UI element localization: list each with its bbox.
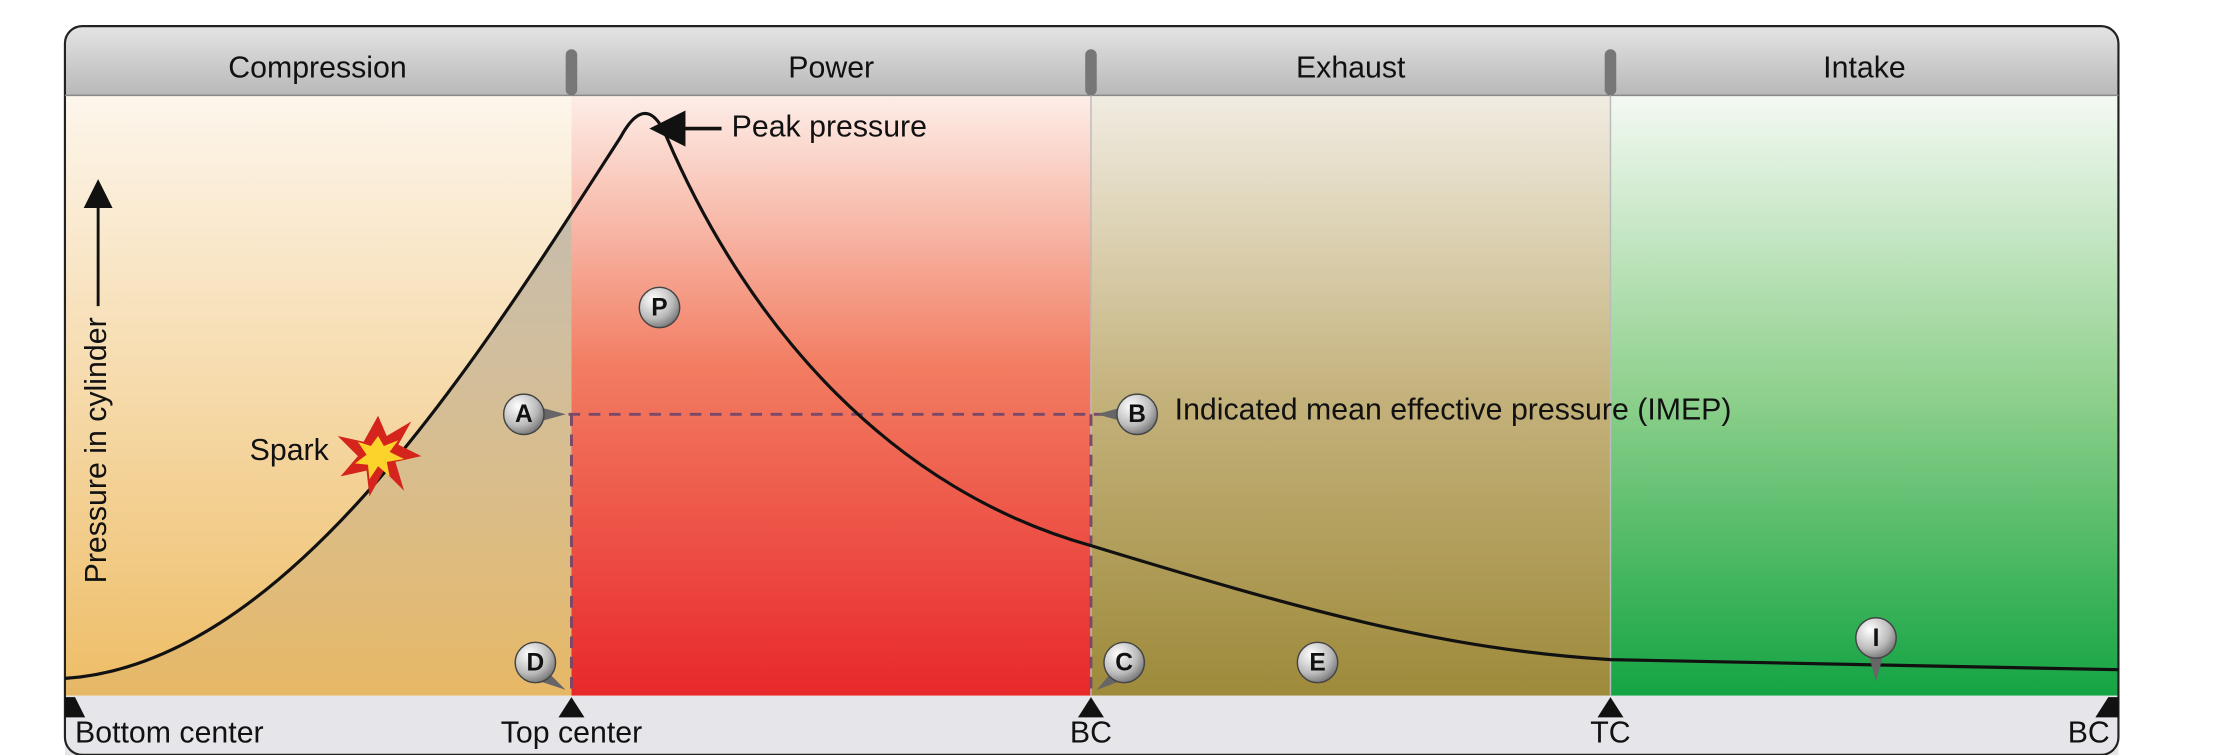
position-label: Bottom center: [75, 717, 264, 750]
spark-icon: [337, 415, 422, 497]
markers: P A B C D E I: [502, 286, 1897, 690]
imep-label: Indicated mean effective pressure (IMEP): [1175, 393, 1732, 426]
y-axis-label: Pressure in cylinder: [80, 317, 113, 583]
marker-label: E: [1309, 649, 1325, 676]
marker-label: P: [651, 294, 667, 321]
position-label: BC: [2068, 717, 2110, 750]
position-ticks: [64, 697, 2119, 718]
phase-label: Exhaust: [1296, 51, 1406, 84]
marker-label: A: [515, 401, 533, 428]
position-label: TC: [1590, 717, 1630, 750]
spark-label: Spark: [250, 434, 330, 467]
pressure-curve: [64, 111, 2119, 680]
position-label: Top center: [501, 717, 642, 750]
marker-label: C: [1115, 649, 1133, 676]
marker-label: D: [527, 649, 545, 676]
phase-label: Compression: [228, 51, 406, 84]
marker-label: B: [1128, 401, 1146, 428]
phase-label: Power: [788, 51, 874, 84]
phase-label: Intake: [1823, 51, 1906, 84]
marker-label: I: [1873, 625, 1880, 652]
position-label: BC: [1070, 717, 1112, 750]
peak-label: Peak pressure: [732, 111, 927, 144]
imep-lines: [548, 412, 1112, 696]
